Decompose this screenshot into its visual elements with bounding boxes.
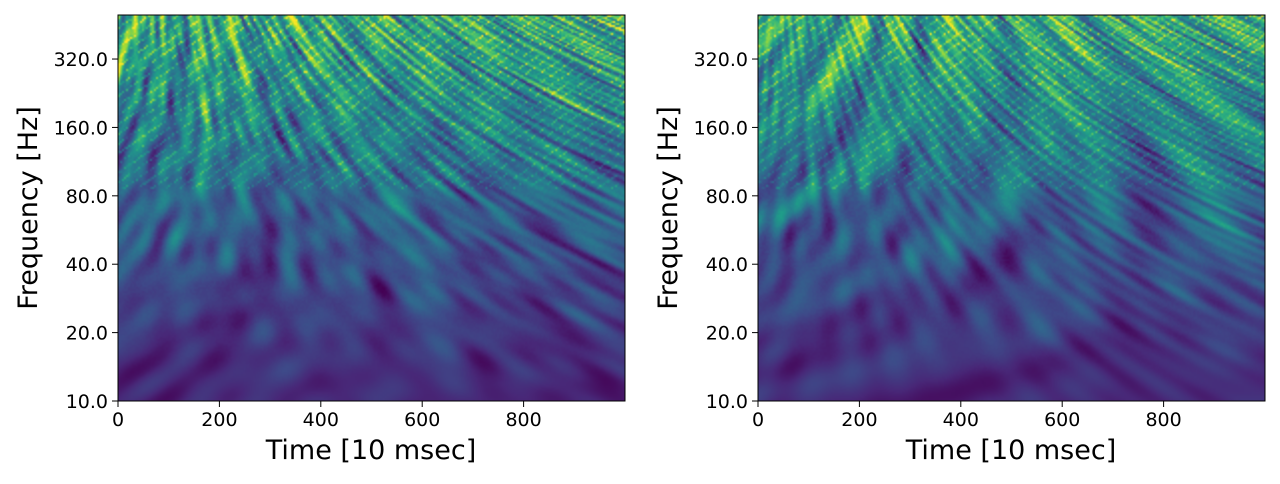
spectrogram-heatmap-left xyxy=(118,15,625,401)
plot-frame-left xyxy=(117,14,626,402)
x-tick-label: 600 xyxy=(1044,409,1080,431)
y-axis-ticks-right: 10.0 20.0 40.0 80.0 160.0 320.0 xyxy=(694,49,758,413)
spectrogram-heatmap-right xyxy=(758,15,1265,401)
y-tick-label: 10.0 xyxy=(706,391,748,413)
y-tick-label: 20.0 xyxy=(706,323,748,345)
x-tick-label: 400 xyxy=(943,409,979,431)
y-tick-label: 40.0 xyxy=(706,254,748,276)
y-axis-label-left: Frequency [Hz] xyxy=(13,106,44,310)
x-tick-label: 200 xyxy=(201,409,237,431)
x-axis-ticks-left: 0 200 400 600 800 xyxy=(112,401,542,431)
y-tick-label: 80.0 xyxy=(66,186,108,208)
x-axis-label-right: Time [10 msec] xyxy=(905,435,1117,466)
y-axis-label-right: Frequency [Hz] xyxy=(653,106,684,310)
x-tick-label: 200 xyxy=(841,409,877,431)
y-tick-label: 160.0 xyxy=(694,117,748,139)
y-tick-label: 80.0 xyxy=(706,186,748,208)
x-tick-label: 600 xyxy=(404,409,440,431)
x-axis-label-left: Time [10 msec] xyxy=(265,435,477,466)
x-tick-label: 800 xyxy=(505,409,541,431)
y-tick-label: 320.0 xyxy=(54,49,108,71)
y-tick-label: 10.0 xyxy=(66,391,108,413)
x-tick-label: 400 xyxy=(303,409,339,431)
y-tick-label: 160.0 xyxy=(54,117,108,139)
spectrogram-panel-left: 0 200 400 600 800 10.0 20.0 40.0 80.0 160.0 320.0… xyxy=(13,14,626,466)
x-tick-label: 0 xyxy=(752,409,764,431)
y-tick-label: 320.0 xyxy=(694,49,748,71)
y-axis-ticks-left: 10.0 20.0 40.0 80.0 160.0 320.0 xyxy=(54,49,118,413)
plot-frame-right xyxy=(757,14,1266,402)
y-tick-label: 40.0 xyxy=(66,254,108,276)
x-tick-label: 800 xyxy=(1145,409,1181,431)
x-axis-ticks-right: 0 200 400 600 800 xyxy=(752,401,1182,431)
y-tick-label: 20.0 xyxy=(66,323,108,345)
x-tick-label: 0 xyxy=(112,409,124,431)
spectrogram-panel-right: 0 200 400 600 800 10.0 20.0 40.0 80.0 160.0 320.0… xyxy=(653,14,1266,466)
